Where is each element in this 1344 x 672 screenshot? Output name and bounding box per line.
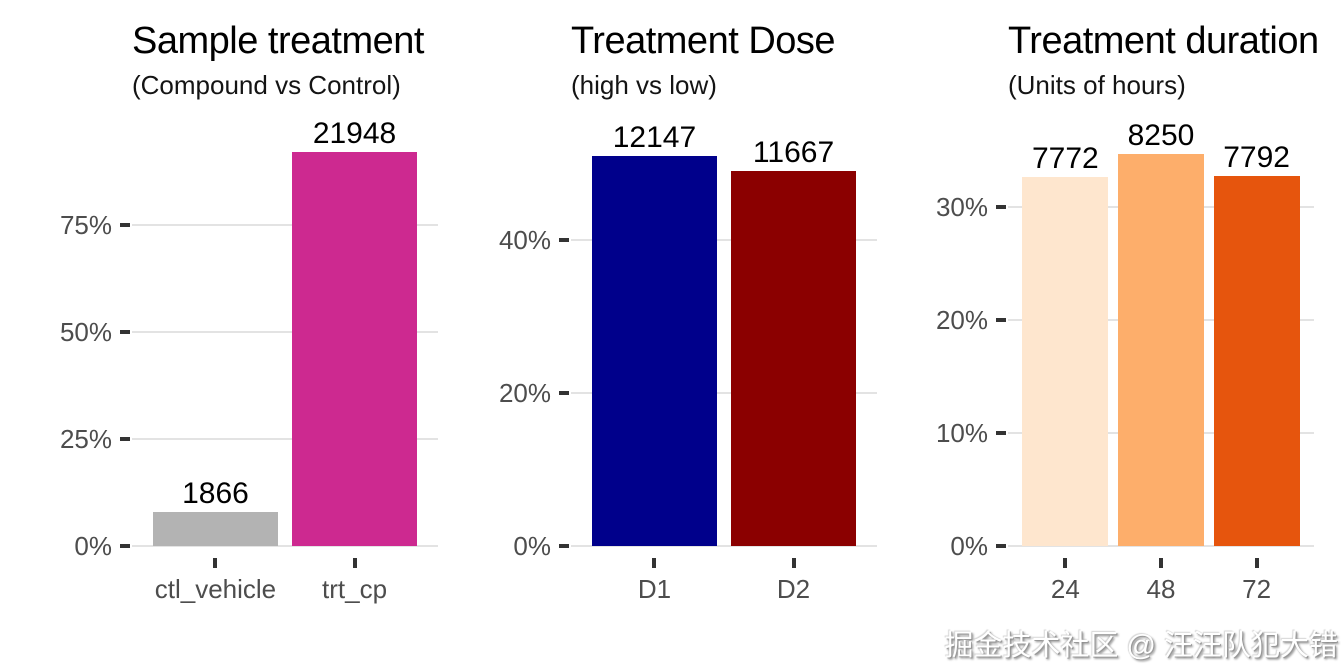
x-axis-category-label: 24 bbox=[1050, 574, 1080, 604]
bar-value-label: 7772 bbox=[1032, 141, 1099, 175]
gridline bbox=[571, 392, 877, 395]
y-axis-tick bbox=[120, 223, 130, 228]
x-axis-tick bbox=[652, 558, 657, 568]
chart-subtitle: (Compound vs Control) bbox=[132, 70, 401, 100]
x-axis-category-label: trt_cp bbox=[322, 574, 388, 604]
bar-ctl_vehicle bbox=[152, 512, 279, 546]
y-axis-tick-label: 20% bbox=[935, 304, 988, 335]
bar-48 bbox=[1117, 154, 1205, 546]
bar-value-label: 8250 bbox=[1127, 119, 1195, 153]
x-axis-tick bbox=[352, 558, 357, 568]
chart-subtitle: (Units of hours) bbox=[1008, 70, 1186, 100]
y-axis-tick-label: 75% bbox=[59, 210, 112, 241]
bar-value-label: 12147 bbox=[612, 120, 697, 154]
plot-area: 12147 11667 bbox=[571, 122, 877, 547]
y-axis-tick-label: 0% bbox=[513, 531, 551, 561]
x-axis-category-label: 48 bbox=[1146, 574, 1176, 604]
bar-value-label: 7792 bbox=[1223, 140, 1290, 174]
chart-panel-treatment-dose: Treatment Dose (high vs low) 12147 11667 … bbox=[439, 0, 907, 672]
x-axis-category-label: ctl_vehicle bbox=[154, 574, 277, 604]
x-axis-category-label: D1 bbox=[637, 574, 672, 604]
gridline bbox=[1008, 545, 1314, 547]
x-axis-category-label: 72 bbox=[1242, 574, 1272, 604]
y-axis-tick bbox=[559, 544, 569, 548]
y-axis-tick-label: 25% bbox=[59, 424, 112, 455]
gridline bbox=[571, 545, 877, 547]
y-axis-tick bbox=[120, 330, 130, 335]
chart-title: Treatment Dose bbox=[571, 20, 836, 62]
y-axis-tick bbox=[120, 544, 130, 548]
y-axis-tick-label: 50% bbox=[59, 317, 112, 348]
y-axis-tick bbox=[120, 437, 130, 442]
chart-panel-sample-treatment: Sample treatment (Compound vs Control) 1… bbox=[0, 0, 468, 672]
x-axis-tick bbox=[1063, 558, 1068, 568]
bar-value-label: 21948 bbox=[312, 116, 397, 150]
plot-area: 7772 8250 7792 bbox=[1008, 121, 1314, 547]
y-axis-tick-label: 10% bbox=[935, 417, 988, 448]
bar-24 bbox=[1022, 176, 1109, 546]
y-axis-tick bbox=[996, 430, 1006, 435]
y-axis-tick bbox=[559, 391, 569, 396]
chart-subtitle: (high vs low) bbox=[571, 70, 717, 100]
y-axis-tick-label: 0% bbox=[950, 531, 988, 561]
y-axis-tick-label: 20% bbox=[498, 378, 551, 409]
y-axis-tick bbox=[996, 317, 1006, 322]
y-axis-tick-label: 30% bbox=[935, 191, 988, 222]
y-axis-tick bbox=[996, 204, 1006, 209]
gridline bbox=[132, 438, 438, 441]
gridline bbox=[132, 224, 438, 227]
y-axis-tick bbox=[559, 238, 569, 243]
gridline bbox=[571, 239, 877, 242]
plot-area: 1866 21948 bbox=[132, 118, 438, 547]
x-axis-tick bbox=[1254, 558, 1259, 568]
x-axis-tick bbox=[213, 558, 218, 568]
bar-value-label: 1866 bbox=[182, 477, 249, 511]
chart-panel-treatment-duration: Treatment duration (Units of hours) 7772… bbox=[876, 0, 1344, 672]
y-axis-tick bbox=[996, 544, 1006, 548]
y-axis-tick-label: 0% bbox=[74, 531, 112, 561]
x-axis-category-label: D2 bbox=[776, 574, 811, 604]
bar-D2 bbox=[730, 171, 857, 546]
gridline bbox=[132, 331, 438, 334]
chart-title: Treatment duration bbox=[1008, 20, 1319, 62]
bar-trt_cp bbox=[291, 151, 418, 546]
x-axis-tick bbox=[1159, 558, 1163, 568]
watermark-text: 掘金技术社区 @ 汪汪队犯大错 bbox=[944, 630, 1338, 662]
bar-72 bbox=[1213, 175, 1300, 546]
chart-title: Sample treatment bbox=[132, 20, 424, 62]
bar-value-label: 11667 bbox=[752, 136, 835, 170]
x-axis-tick bbox=[791, 558, 796, 568]
y-axis-tick-label: 40% bbox=[498, 225, 551, 256]
gridline bbox=[132, 545, 438, 547]
bar-D1 bbox=[591, 155, 718, 546]
